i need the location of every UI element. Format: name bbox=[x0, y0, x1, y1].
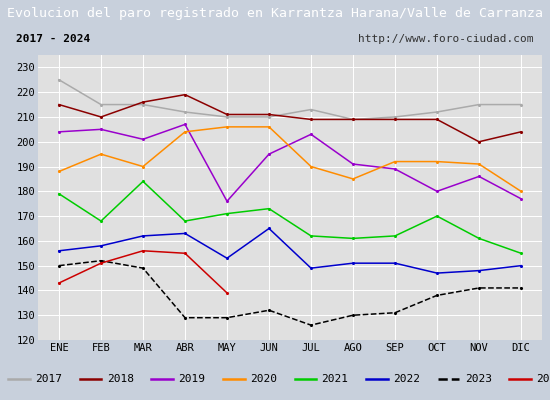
Text: 2019: 2019 bbox=[178, 374, 205, 384]
Text: 2021: 2021 bbox=[322, 374, 349, 384]
Text: http://www.foro-ciudad.com: http://www.foro-ciudad.com bbox=[358, 34, 534, 44]
Text: 2023: 2023 bbox=[465, 374, 492, 384]
Text: 2017: 2017 bbox=[35, 374, 62, 384]
Text: 2018: 2018 bbox=[107, 374, 134, 384]
Text: 2024: 2024 bbox=[536, 374, 550, 384]
Text: 2020: 2020 bbox=[250, 374, 277, 384]
Text: 2022: 2022 bbox=[393, 374, 420, 384]
Text: 2017 - 2024: 2017 - 2024 bbox=[16, 34, 91, 44]
Text: Evolucion del paro registrado en Karrantza Harana/Valle de Carranza: Evolucion del paro registrado en Karrant… bbox=[7, 8, 543, 20]
